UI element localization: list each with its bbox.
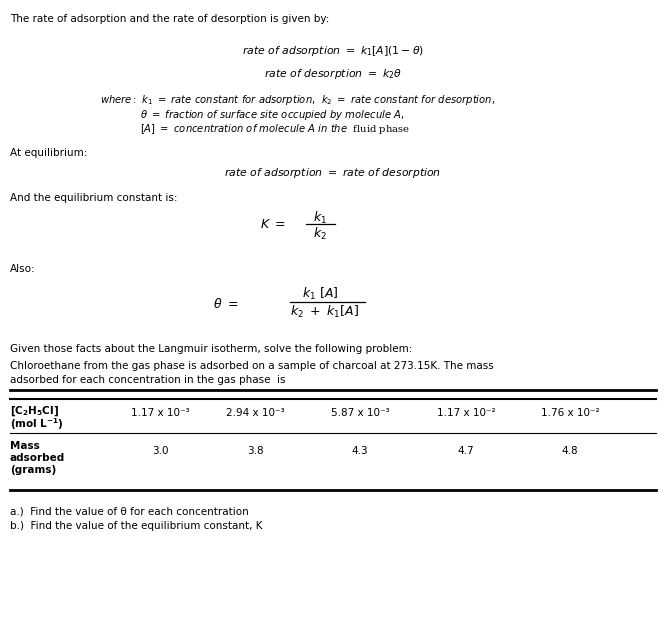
Text: $\mathit{K\ =}$: $\mathit{K\ =}$ xyxy=(260,218,286,231)
Text: $\mathit{\theta\ =}$: $\mathit{\theta\ =}$ xyxy=(213,297,238,311)
Text: adsorbed: adsorbed xyxy=(10,453,65,463)
Text: (grams): (grams) xyxy=(10,465,56,475)
Text: Chloroethane from the gas phase is adsorbed on a sample of charcoal at 273.15K. : Chloroethane from the gas phase is adsor… xyxy=(10,361,494,371)
Text: 3.8: 3.8 xyxy=(246,446,263,456)
Text: a.)  Find the value of θ for each concentration: a.) Find the value of θ for each concent… xyxy=(10,506,248,516)
Text: $\mathbf{(mol\ L^{-1})}$: $\mathbf{(mol\ L^{-1})}$ xyxy=(10,416,64,432)
Text: 1.76 x 10⁻²: 1.76 x 10⁻² xyxy=(541,408,599,418)
Text: 5.87 x 10⁻³: 5.87 x 10⁻³ xyxy=(331,408,390,418)
Text: $\mathit{rate\ of\ adsorption}$$\ =\ $$\mathit{k_1}$$\mathit{[A](1-\theta)}$: $\mathit{rate\ of\ adsorption}$$\ =\ $$\… xyxy=(242,44,424,58)
Text: 4.8: 4.8 xyxy=(561,446,578,456)
Text: $\mathit{rate\ of\ desorption}$$\ =\ $$\mathit{k_2\theta}$: $\mathit{rate\ of\ desorption}$$\ =\ $$\… xyxy=(264,67,402,81)
Text: $\mathit{k_2\ +\ k_1[A]}$: $\mathit{k_2\ +\ k_1[A]}$ xyxy=(290,304,360,320)
Text: $\mathit{k_2}$: $\mathit{k_2}$ xyxy=(313,226,327,242)
Text: 1.17 x 10⁻³: 1.17 x 10⁻³ xyxy=(131,408,189,418)
Text: $\mathit{[A]\ =\ concentration\ of\ molecule\ A\ in\ the}$  fluid phase: $\mathit{[A]\ =\ concentration\ of\ mole… xyxy=(140,122,410,136)
Text: 2.94 x 10⁻³: 2.94 x 10⁻³ xyxy=(226,408,284,418)
Text: At equilibrium:: At equilibrium: xyxy=(10,148,87,158)
Text: 4.3: 4.3 xyxy=(352,446,368,456)
Text: Mass: Mass xyxy=(10,441,40,451)
Text: And the equilibrium constant is:: And the equilibrium constant is: xyxy=(10,193,178,203)
Text: 3.0: 3.0 xyxy=(152,446,168,456)
Text: Given those facts about the Langmuir isotherm, solve the following problem:: Given those facts about the Langmuir iso… xyxy=(10,344,412,354)
Text: Also:: Also: xyxy=(10,264,35,274)
Text: b.)  Find the value of the equilibrium constant, K: b.) Find the value of the equilibrium co… xyxy=(10,521,262,531)
Text: adsorbed for each concentration in the gas phase  is: adsorbed for each concentration in the g… xyxy=(10,375,286,385)
Text: $\mathit{where{:}\ k_1\ =\ rate\ constant\ for\ adsorption{,}\ \ k_2\ =\ rate\ c: $\mathit{where{:}\ k_1\ =\ rate\ constan… xyxy=(100,93,496,107)
Text: 4.7: 4.7 xyxy=(458,446,474,456)
Text: $\mathit{k_1\ [A]}$: $\mathit{k_1\ [A]}$ xyxy=(302,286,338,302)
Text: $\mathbf{[C_2H_5Cl]}$: $\mathbf{[C_2H_5Cl]}$ xyxy=(10,404,59,417)
Text: $\mathit{k_1}$: $\mathit{k_1}$ xyxy=(313,210,327,226)
Text: $\mathit{\theta\ =\ fraction\ of\ surface\ site\ occupied\ by\ molecule\ A{,}}$: $\mathit{\theta\ =\ fraction\ of\ surfac… xyxy=(140,108,404,122)
Text: The rate of adsorption and the rate of desorption is given by:: The rate of adsorption and the rate of d… xyxy=(10,14,330,24)
Text: $\mathit{rate\ of\ adsorption\ =\ rate\ of\ desorption}$: $\mathit{rate\ of\ adsorption\ =\ rate\ … xyxy=(224,166,442,180)
Text: 1.17 x 10⁻²: 1.17 x 10⁻² xyxy=(437,408,496,418)
